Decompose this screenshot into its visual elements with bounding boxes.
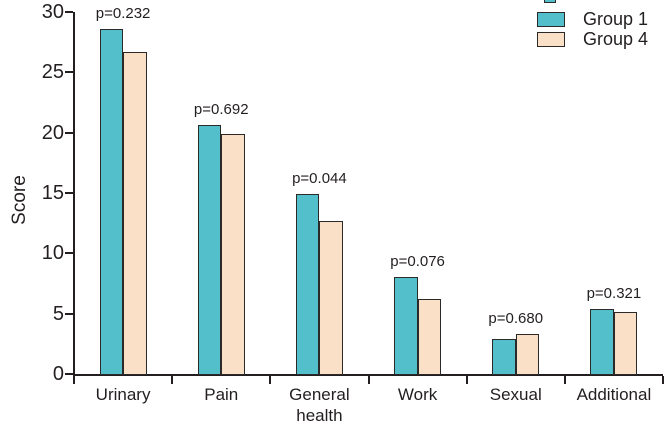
bar-group-1 [590, 308, 614, 375]
y-axis-tick-label: 20 [41, 121, 64, 144]
bar-group-4 [515, 334, 540, 375]
x-axis-category-label: Work [397, 385, 438, 404]
y-axis-tick [65, 312, 73, 315]
p-value-label: p=0.321 [586, 284, 642, 302]
p-value-label: p=0.232 [95, 4, 151, 22]
x-axis-category-label: Urinary [95, 385, 151, 404]
x-axis-category-label: General health [289, 385, 350, 426]
y-axis-tick [65, 131, 73, 134]
x-axis-category-label: Sexual [489, 385, 542, 404]
y-axis-tick-label: 25 [41, 61, 64, 84]
y-axis-tick [65, 373, 73, 375]
bar-group-1 [197, 125, 222, 375]
y-axis-tick-label: 0 [52, 363, 64, 385]
legend: Group 1 Group 4 [537, 0, 664, 52]
x-axis-tick [171, 376, 174, 384]
legend-label-group-1: Group 1 [583, 9, 649, 29]
x-axis-category-label: Additional [576, 385, 652, 404]
bar-group-4 [417, 299, 442, 375]
y-axis-tick-label: 5 [52, 302, 64, 325]
y-axis-line [73, 12, 75, 376]
y-axis-tick [65, 252, 73, 255]
p-value-label: p=0.680 [488, 310, 544, 328]
y-axis-tick [65, 192, 73, 194]
p-value-label: p=0.044 [292, 170, 347, 188]
p-value-label: p=0.076 [390, 253, 445, 271]
bar-group-1 [99, 28, 124, 375]
bar-group-4 [613, 312, 638, 375]
x-axis-tick [465, 376, 468, 384]
y-axis-tick-label: 15 [41, 182, 64, 204]
legend-label-group-4: Group 4 [583, 29, 649, 49]
y-axis-tick-label: 30 [41, 1, 64, 23]
bar-group-4 [221, 133, 245, 375]
bar-group-4 [319, 220, 343, 375]
y-axis-tick-label: 10 [41, 242, 64, 265]
x-axis-tick [269, 376, 272, 384]
x-axis-tick [73, 376, 75, 384]
legend-swatch-group-1-icon [537, 11, 565, 27]
bar-group-1 [394, 277, 418, 375]
legend-swatch-group-4-icon [537, 31, 565, 47]
bar-group-1 [492, 339, 516, 375]
bar-group-1 [295, 194, 320, 375]
p-value-label: p=0.692 [193, 101, 249, 119]
legend-item-group-4: Group 4 [537, 30, 648, 48]
x-axis-tick [563, 376, 566, 384]
bar-group-4 [123, 51, 147, 375]
x-axis-category-label: Pain [204, 385, 239, 404]
x-axis-line [73, 374, 663, 376]
x-axis-tick [367, 376, 370, 384]
legend-cropped-swatch-artifact [544, 0, 556, 3]
x-axis-tick [662, 376, 664, 384]
y-axis-tick [65, 11, 73, 13]
legend-item-group-1: Group 1 [537, 10, 648, 28]
y-axis-tick [65, 71, 73, 74]
